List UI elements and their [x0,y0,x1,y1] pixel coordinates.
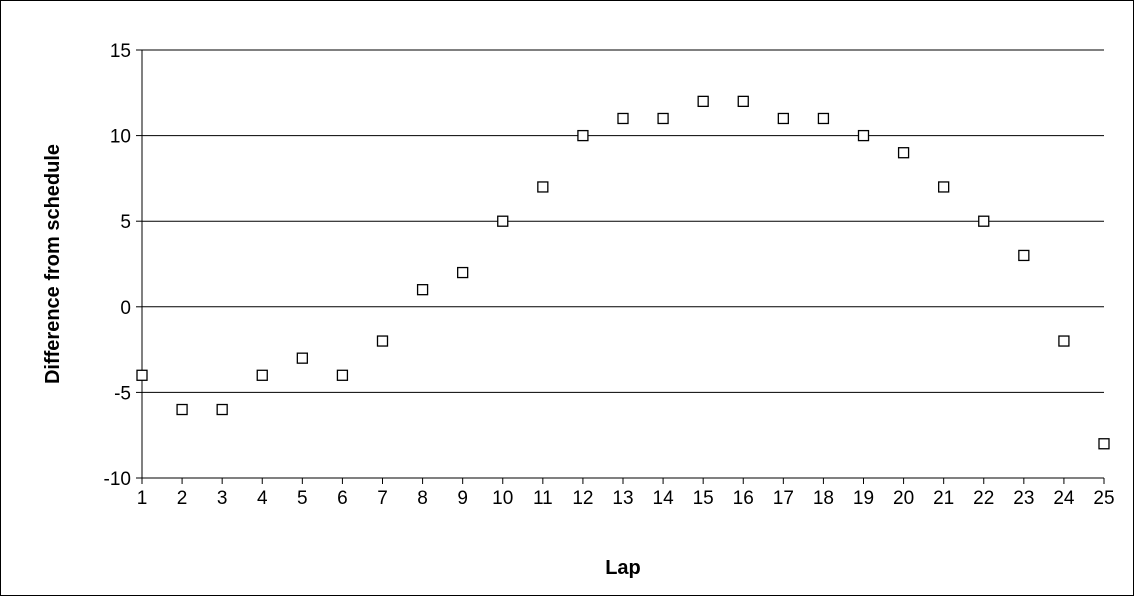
y-tick-label: -10 [104,469,131,490]
data-point [578,131,588,141]
x-tick-label: 11 [533,488,553,509]
y-tick-label: 15 [110,41,131,62]
data-point [217,405,227,415]
x-tick-label: 24 [1053,488,1075,509]
y-axis-title: Difference from schedule [42,144,64,384]
x-tick-label: 23 [1013,488,1034,509]
x-tick-label: 21 [933,488,954,509]
x-tick-label: 3 [217,488,228,509]
data-point [337,370,347,380]
data-point [618,113,628,123]
y-tick-labels: 15 10 5 0 -5 -10 [104,41,131,490]
x-tick-label: 17 [773,488,794,509]
x-tick-label: 16 [733,488,754,509]
data-point [939,182,949,192]
x-tick-label: 20 [893,488,914,509]
y-tick-label: 10 [110,127,131,148]
data-point [297,353,307,363]
x-tick-label: 19 [853,488,874,509]
data-point [498,216,508,226]
x-tick-label: 14 [653,488,675,509]
x-tick-label: 2 [177,488,188,509]
x-tick-label: 18 [813,488,834,509]
x-tick-label: 1 [137,488,148,509]
data-point [538,182,548,192]
data-point [1099,439,1109,449]
x-tick-label: 13 [612,488,633,509]
x-tick-label: 4 [257,488,268,509]
x-axis-title: Lap [605,557,641,579]
data-point [658,113,668,123]
y-tick-label: 0 [120,298,131,319]
data-point [818,113,828,123]
data-point [1019,250,1029,260]
gridlines [142,50,1104,392]
y-tick-label: 5 [120,212,131,233]
x-tick-label: 10 [492,488,513,509]
x-tick-label: 9 [457,488,468,509]
data-point [698,96,708,106]
data-point [137,370,147,380]
x-tick-label: 7 [377,488,388,509]
data-point [378,336,388,346]
x-tick-label: 25 [1093,488,1114,509]
x-tick-label: 12 [572,488,593,509]
data-point [979,216,989,226]
data-point [738,96,748,106]
data-point [1059,336,1069,346]
x-tick-label: 8 [417,488,428,509]
x-tick-labels: 1 2 3 4 5 6 7 8 9 10 11 12 13 14 15 16 17 18 19 20 21 22 23 24 2… [137,488,1115,509]
data-point [257,370,267,380]
data-point [859,131,869,141]
y-tick-label: -5 [114,383,131,404]
x-tick-label: 15 [693,488,714,509]
data-point [418,285,428,295]
x-tick-label: 22 [973,488,994,509]
data-points [137,96,1109,448]
x-tick-label: 6 [337,488,348,509]
data-point [458,268,468,278]
data-point [899,148,909,158]
data-point [177,405,187,415]
x-tick-label: 5 [297,488,308,509]
data-point [778,113,788,123]
